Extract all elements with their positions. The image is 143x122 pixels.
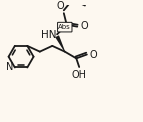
Text: HN: HN <box>41 30 56 40</box>
Text: O: O <box>80 21 88 31</box>
Polygon shape <box>55 35 65 52</box>
FancyBboxPatch shape <box>58 22 72 32</box>
Text: O: O <box>56 1 64 11</box>
Text: N: N <box>6 62 13 72</box>
Text: O: O <box>90 50 97 60</box>
Text: Abs: Abs <box>58 24 71 30</box>
Text: OH: OH <box>72 70 87 80</box>
